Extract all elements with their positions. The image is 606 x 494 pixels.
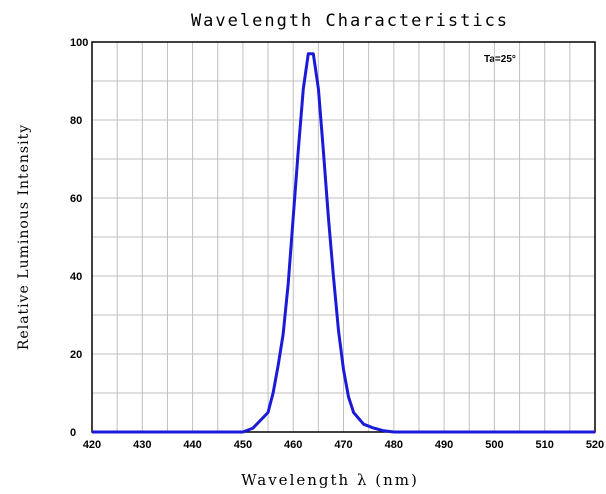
x-tick-label: 500 [485,439,503,451]
x-tick-label: 430 [133,439,151,451]
y-tick-labels: 0 20 40 60 80 100 [70,37,88,439]
temperature-annotation: Ta=25° [484,54,516,65]
y-tick-label: 40 [70,271,82,283]
x-tick-label: 440 [183,439,201,451]
plot-frame [91,41,596,433]
x-axis-label: Wavelength λ (nm) [241,471,419,489]
y-tick-label: 0 [70,427,76,439]
x-tick-label: 420 [83,439,101,451]
x-tick-label: 470 [334,439,352,451]
chart-title: Wavelength Characteristics [191,11,509,31]
series-line [92,52,595,434]
x-tick-label: 520 [586,439,604,451]
y-tick-label: 60 [70,193,82,205]
x-tick-labels: 420 430 440 450 460 470 480 490 500 510 520 [83,439,604,451]
x-tick-label: 490 [435,439,453,451]
y-tick-label: 80 [70,115,82,127]
y-axis-label: Relative Luminous Intensity [16,124,32,350]
x-tick-label: 450 [234,439,252,451]
x-tick-label: 510 [536,439,554,451]
y-tick-label: 100 [70,37,88,49]
y-tick-label: 20 [70,349,82,361]
grid-lines [92,42,595,432]
x-tick-label: 460 [284,439,302,451]
x-tick-label: 480 [385,439,403,451]
